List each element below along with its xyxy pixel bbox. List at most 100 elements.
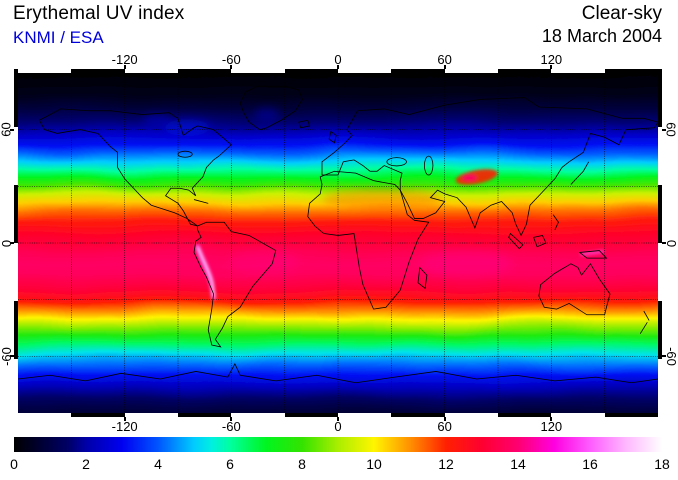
lon-tick-label-top: 60 bbox=[437, 52, 452, 67]
colorbar-tick-label: 12 bbox=[438, 456, 454, 472]
frame-top-segment bbox=[604, 69, 658, 73]
frame-top-segment bbox=[231, 69, 285, 73]
frame-top-segment bbox=[338, 69, 392, 73]
colorbar-tick-label: 10 bbox=[366, 456, 382, 472]
frame-bottom-segment bbox=[71, 413, 125, 417]
frame-bottom-segment bbox=[444, 413, 498, 417]
lon-tick-label-top: 0 bbox=[334, 52, 342, 67]
frame-bottom-segment bbox=[604, 413, 658, 417]
frame-bottom-segment bbox=[18, 413, 72, 417]
frame-left-segment bbox=[14, 127, 18, 185]
coast-new-guinea bbox=[580, 251, 607, 259]
frame-bottom-segment bbox=[231, 413, 285, 417]
colorbar-tick-label: 2 bbox=[82, 456, 90, 472]
coast-caribbean bbox=[194, 200, 208, 204]
colorbar-tick-label: 6 bbox=[226, 456, 234, 472]
lat-tick-mark-right bbox=[662, 128, 666, 131]
lat-tick-mark-left bbox=[10, 128, 14, 131]
coastlines bbox=[18, 86, 658, 383]
frame-bottom-segment bbox=[124, 413, 178, 417]
frame-top-segment bbox=[391, 69, 445, 73]
frame-left-segment bbox=[14, 185, 18, 243]
coast-philippines bbox=[553, 215, 558, 230]
coast-australia bbox=[539, 264, 610, 315]
coast-madagascar bbox=[418, 268, 427, 289]
lon-tick-label-top: -60 bbox=[221, 52, 241, 67]
canada-snow-albedo bbox=[163, 119, 210, 137]
uv-index-colorbar bbox=[14, 437, 662, 452]
lon-tick-label-top: 120 bbox=[540, 52, 563, 67]
condition-label: Clear-sky bbox=[581, 3, 662, 24]
lon-tick-label-top: -120 bbox=[111, 52, 138, 67]
coast-south-america bbox=[194, 222, 276, 347]
lon-tick-mark-bottom bbox=[443, 417, 446, 421]
himalaya-uv-core bbox=[462, 175, 477, 181]
frame-top-segment bbox=[444, 69, 498, 73]
frame-left-segment bbox=[14, 359, 18, 417]
himalaya-high-uv bbox=[455, 169, 498, 185]
alaska-snow-albedo bbox=[142, 114, 171, 126]
lon-tick-mark-top bbox=[550, 65, 553, 69]
colorbar-tick-label: 8 bbox=[298, 456, 306, 472]
frame-bottom-segment bbox=[551, 413, 605, 417]
coast-new-zealand bbox=[640, 311, 649, 334]
lat-tick-mark-left bbox=[10, 242, 14, 244]
coast-uk bbox=[329, 132, 336, 143]
lon-tick-mark-top bbox=[443, 65, 446, 69]
frame-bottom-segment bbox=[284, 413, 338, 417]
frame-top-segment bbox=[18, 69, 72, 73]
frame-top-segment bbox=[284, 69, 338, 73]
frame-right-segment bbox=[658, 127, 662, 185]
lon-tick-label-bottom: 120 bbox=[540, 419, 563, 434]
frame-right-segment bbox=[658, 185, 662, 243]
lon-tick-mark-top bbox=[337, 65, 339, 69]
frame-top-segment bbox=[498, 69, 552, 73]
lon-tick-label-bottom: -60 bbox=[221, 419, 241, 434]
colorbar-tick-label: 18 bbox=[654, 456, 670, 472]
lat-tick-mark-left bbox=[10, 355, 14, 358]
colorbar-tick-label: 14 bbox=[510, 456, 526, 472]
caspian-sea-outline bbox=[424, 156, 433, 175]
date-label: 18 March 2004 bbox=[541, 26, 662, 46]
andes-uv-core bbox=[197, 247, 216, 297]
frame-left-segment bbox=[14, 243, 18, 301]
lon-tick-label-bottom: 60 bbox=[437, 419, 452, 434]
frame-right-segment bbox=[658, 243, 662, 301]
frame-top-segment bbox=[71, 69, 125, 73]
colorbar-tick-label: 0 bbox=[10, 456, 18, 472]
lon-tick-mark-top bbox=[230, 65, 233, 69]
new-guinea-high-uv bbox=[580, 250, 605, 256]
page-title: Erythemal UV index bbox=[13, 3, 185, 24]
frame-right-segment bbox=[658, 359, 662, 417]
coast-antarctica bbox=[18, 364, 658, 383]
broad-uv-anomalies bbox=[142, 107, 513, 277]
frame-bottom-segment bbox=[391, 413, 445, 417]
frame-left-segment bbox=[14, 301, 18, 359]
lon-tick-mark-bottom bbox=[550, 417, 553, 421]
frame-bottom-segment bbox=[178, 413, 232, 417]
world-uv-map bbox=[18, 73, 658, 413]
coast-greenland bbox=[240, 86, 302, 129]
south-atlantic-peak-uv bbox=[227, 250, 299, 274]
colorbar-tick-label: 16 bbox=[582, 456, 598, 472]
frame-right-segment bbox=[658, 69, 662, 127]
frame-right-segment bbox=[658, 301, 662, 359]
colorbar-tick-label: 4 bbox=[154, 456, 162, 472]
coast-japan bbox=[571, 162, 589, 185]
graticule-gridlines bbox=[18, 73, 658, 413]
coast-sumatra bbox=[509, 234, 523, 249]
frame-left-segment bbox=[14, 69, 18, 127]
frame-bottom-segment bbox=[498, 413, 552, 417]
source-label: KNMI / ESA bbox=[13, 28, 104, 47]
lon-tick-mark-top bbox=[123, 65, 126, 69]
coast-africa bbox=[308, 171, 429, 309]
greenland-snow-albedo bbox=[254, 107, 280, 122]
lat-tick-mark-right bbox=[662, 242, 666, 244]
coast-iceland bbox=[299, 120, 310, 128]
uv-map-canvas bbox=[18, 73, 658, 413]
lon-tick-label-bottom: -120 bbox=[111, 419, 138, 434]
lat-tick-label-right: 60 bbox=[664, 122, 678, 137]
coast-eurasia bbox=[322, 98, 658, 236]
lon-tick-label-bottom: 0 bbox=[334, 419, 342, 434]
